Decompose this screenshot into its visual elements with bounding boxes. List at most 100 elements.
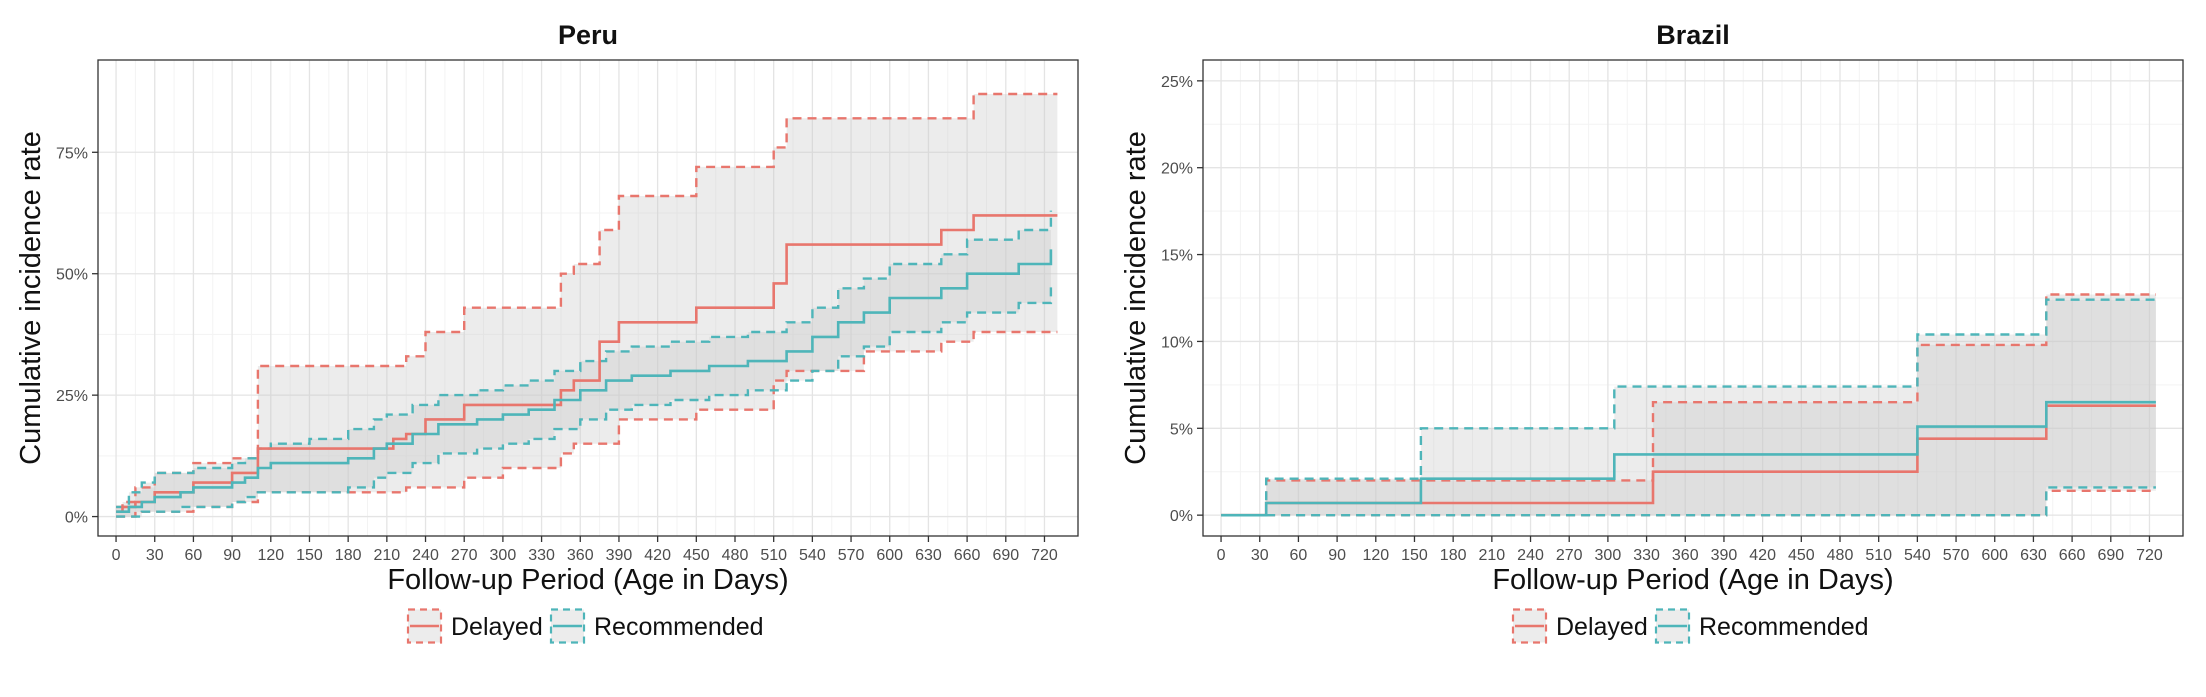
grid-lines [1203, 60, 2183, 536]
chart-panel-peru: 0 30 60 90 120 150 180 210 240 270 300 330 360 390 420… [15, 20, 1079, 644]
y-tick-label: 0% [65, 510, 88, 527]
y-tick-label: 5% [1170, 421, 1193, 438]
series-line-recommended [1221, 400, 2156, 517]
y-axis-ticks: 0% 5% 10% 15% 20% 25% [1161, 74, 1203, 525]
y-axis-title: Cumulative incidence rate [1120, 131, 1152, 465]
x-tick-label: 450 [1788, 547, 1815, 564]
ci-lower-recommended [116, 283, 1053, 518]
ci-lower-recommended [1221, 486, 2156, 517]
panel-border [97, 59, 1079, 537]
x-tick-label: 180 [335, 547, 362, 564]
confidence-bound-lines [116, 92, 1058, 518]
x-tick-label: 660 [2059, 547, 2086, 564]
legend-key-delayed [406, 608, 443, 644]
legend-key-recommended [549, 608, 586, 644]
series-lines [1221, 400, 2156, 517]
y-axis-title: Cumulative incidence rate [15, 131, 47, 465]
ribbon-delayed [1221, 294, 2156, 516]
x-tick-label: 330 [1633, 547, 1660, 564]
x-tick-label: 570 [1943, 547, 1970, 564]
x-tick-label: 270 [1556, 547, 1583, 564]
x-tick-label: 480 [722, 547, 749, 564]
legend-key-delayed [1511, 608, 1548, 644]
y-tick-label: 10% [1161, 334, 1193, 351]
y-tick-label: 0% [1170, 508, 1193, 525]
x-tick-label: 630 [915, 547, 942, 564]
series-line-recommended [116, 249, 1053, 513]
x-tick-label: 90 [1328, 547, 1346, 564]
x-tick-label: 120 [257, 547, 284, 564]
panel-title: Brazil [1656, 20, 1730, 50]
x-tick-label: 660 [954, 547, 981, 564]
x-tick-label: 210 [1478, 547, 1505, 564]
legend-label-recommended: Recommended [594, 613, 764, 641]
x-tick-label: 60 [185, 547, 203, 564]
y-tick-label: 20% [1161, 161, 1193, 178]
legend: Delayed Recommended [406, 608, 764, 644]
ci-upper-recommended [1221, 298, 2156, 517]
legend-label-delayed: Delayed [451, 613, 543, 641]
legend-key-recommended [1654, 608, 1691, 644]
x-tick-label: 420 [1749, 547, 1776, 564]
x-tick-label: 300 [1595, 547, 1622, 564]
x-axis-ticks: 0 30 60 90 120 150 180 210 240 270 300 330 360 390 420… [112, 536, 1058, 564]
ribbon-delayed [116, 94, 1058, 517]
x-tick-label: 630 [2020, 547, 2047, 564]
panel-border [1202, 59, 2184, 537]
y-axis-ticks: 0% 25% 50% 75% [56, 145, 98, 527]
x-tick-label: 450 [683, 547, 710, 564]
x-tick-label: 210 [373, 547, 400, 564]
x-tick-label: 390 [1711, 547, 1738, 564]
x-tick-label: 720 [1031, 547, 1058, 564]
x-tick-label: 180 [1440, 547, 1467, 564]
y-tick-label: 15% [1161, 248, 1193, 265]
legend: Delayed Recommended [1511, 608, 1869, 644]
x-tick-label: 0 [112, 547, 121, 564]
x-tick-label: 360 [567, 547, 594, 564]
x-tick-label: 270 [451, 547, 478, 564]
x-tick-label: 330 [528, 547, 555, 564]
x-tick-label: 600 [1981, 547, 2008, 564]
y-tick-label: 75% [56, 145, 88, 162]
x-tick-label: 690 [992, 547, 1019, 564]
y-tick-label: 25% [56, 388, 88, 405]
x-axis-title: Follow-up Period (Age in Days) [387, 564, 788, 596]
x-tick-label: 570 [838, 547, 865, 564]
x-tick-label: 600 [876, 547, 903, 564]
y-tick-label: 25% [1161, 74, 1193, 91]
x-tick-label: 690 [2097, 547, 2124, 564]
x-tick-label: 0 [1217, 547, 1226, 564]
x-tick-label: 540 [799, 547, 826, 564]
confidence-ribbons [1221, 294, 2156, 516]
x-tick-label: 300 [490, 547, 517, 564]
x-tick-label: 150 [296, 547, 323, 564]
confidence-ribbons [116, 94, 1058, 517]
x-tick-label: 240 [1517, 547, 1544, 564]
ci-upper-recommended [116, 210, 1053, 509]
y-tick-label: 50% [56, 267, 88, 284]
grid-lines [98, 60, 1078, 536]
x-axis-title: Follow-up Period (Age in Days) [1492, 564, 1893, 596]
chart-panel-brazil: 0 30 60 90 120 150 180 210 240 270 300 330 360 390 420… [1120, 20, 2184, 644]
x-tick-label: 150 [1401, 547, 1428, 564]
x-tick-label: 60 [1290, 547, 1308, 564]
x-tick-label: 510 [760, 547, 787, 564]
series-lines [116, 214, 1058, 513]
x-tick-label: 30 [146, 547, 164, 564]
legend-label-recommended: Recommended [1699, 613, 1869, 641]
x-tick-label: 540 [1904, 547, 1931, 564]
x-tick-label: 360 [1672, 547, 1699, 564]
x-tick-label: 480 [1827, 547, 1854, 564]
x-tick-label: 30 [1251, 547, 1269, 564]
x-axis-ticks: 0 30 60 90 120 150 180 210 240 270 300 330 360 390 420… [1217, 536, 2163, 564]
x-tick-label: 390 [606, 547, 633, 564]
ribbon-recommended [1221, 299, 2156, 516]
legend-label-delayed: Delayed [1556, 613, 1648, 641]
confidence-bound-lines [1221, 293, 2156, 517]
ribbon-recommended [116, 210, 1051, 517]
panel-title: Peru [558, 20, 618, 50]
x-tick-label: 420 [644, 547, 671, 564]
x-tick-label: 720 [2136, 547, 2163, 564]
